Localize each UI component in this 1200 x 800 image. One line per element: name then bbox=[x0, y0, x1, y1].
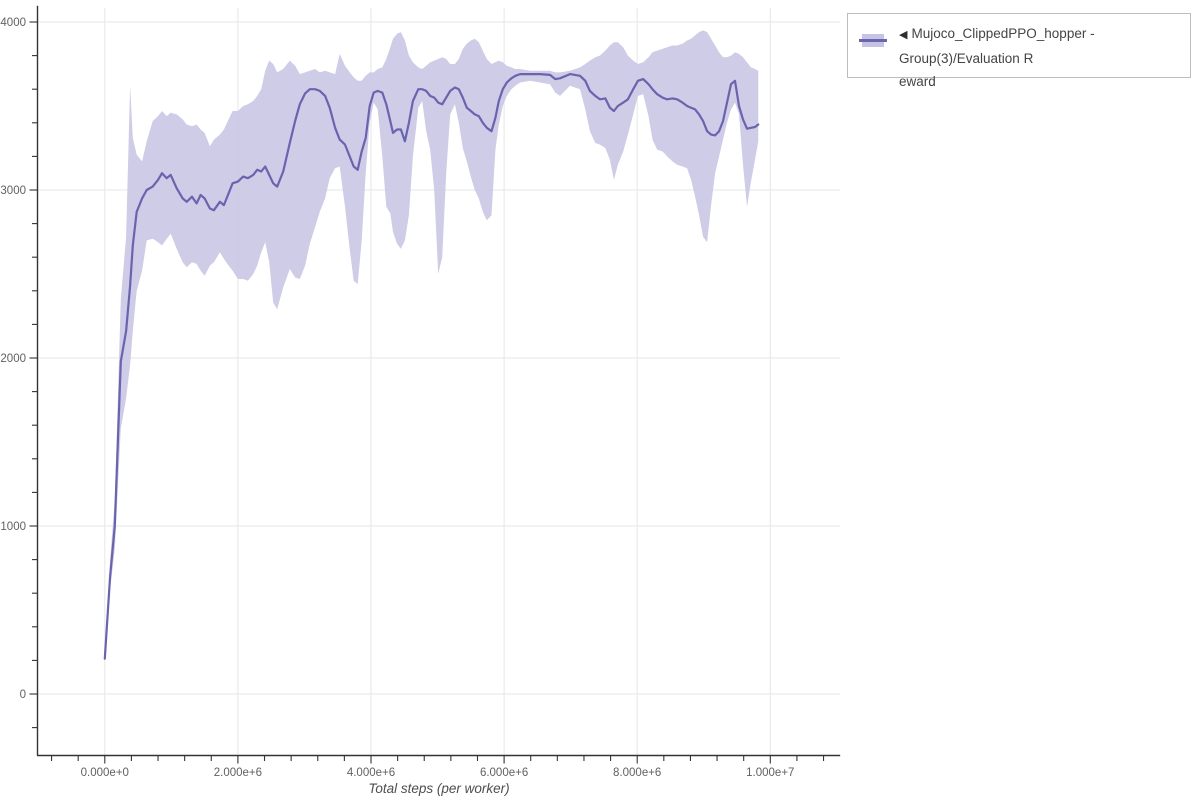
x-tick-label: 0.000e+0 bbox=[81, 767, 129, 779]
x-tick-labels: 0.000e+0 2.000e+6 4.000e+6 6.000e+6 8.000e+6… bbox=[81, 767, 795, 779]
y-tick-label: 3000 bbox=[0, 185, 26, 197]
x-tick-label: 8.000e+6 bbox=[613, 767, 661, 779]
ticks bbox=[29, 21, 825, 764]
x-tick-label: 6.000e+6 bbox=[480, 767, 528, 779]
line-swatch-icon bbox=[859, 39, 887, 42]
x-tick-label: 1.000e+7 bbox=[746, 767, 794, 779]
collapse-triangle-icon[interactable]: ◀ bbox=[899, 29, 908, 41]
y-tick-labels: 0 1000 2000 3000 4000 bbox=[0, 17, 26, 701]
legend-item-evaluation-reward[interactable]: ◀ Mujoco_ClippedPPO_hopper - Group(3)/Eva… bbox=[848, 14, 1190, 89]
y-tick-label: 1000 bbox=[0, 521, 26, 533]
y-tick-label: 4000 bbox=[0, 17, 26, 29]
legend-box: ◀ Mujoco_ClippedPPO_hopper - Group(3)/Eva… bbox=[847, 13, 1191, 89]
confidence-band bbox=[104, 30, 759, 659]
x-axis-title: Total steps (per worker) bbox=[368, 781, 510, 796]
legend-swatch bbox=[859, 30, 887, 52]
y-tick-label: 2000 bbox=[0, 353, 26, 365]
x-tick-label: 2.000e+6 bbox=[214, 767, 262, 779]
legend-label: ◀ Mujoco_ClippedPPO_hopper - Group(3)/Eva… bbox=[899, 22, 1185, 93]
axes bbox=[36, 5, 841, 757]
legend-label-line2: eward bbox=[899, 74, 936, 89]
legend-label-line1: Mujoco_ClippedPPO_hopper - Group(3)/Eval… bbox=[899, 26, 1095, 66]
y-tick-label: 0 bbox=[20, 689, 26, 701]
mean-line bbox=[103, 73, 760, 660]
x-tick-label: 4.000e+6 bbox=[347, 767, 395, 779]
